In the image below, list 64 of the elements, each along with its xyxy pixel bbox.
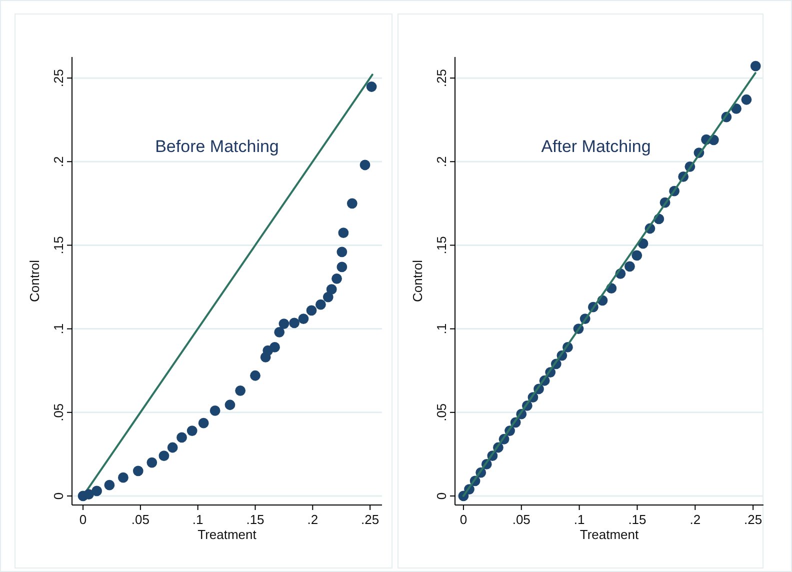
y-tick-label: .2: [51, 156, 66, 168]
x-tick-label: 0: [460, 512, 468, 527]
text: After Matching: [541, 137, 651, 156]
point: [360, 160, 370, 170]
point: [210, 406, 220, 416]
point: [92, 486, 102, 496]
y-tick-label: .15: [434, 236, 449, 254]
point: [167, 442, 178, 453]
x-tick-label: .15: [246, 512, 264, 527]
point: [118, 472, 128, 483]
x-tick-label: 0: [79, 512, 87, 527]
y-tick-label: .15: [51, 236, 66, 254]
point: [338, 228, 349, 238]
point: [298, 314, 309, 324]
x-tick-label: .25: [744, 512, 762, 527]
y-tick-label: .25: [434, 69, 449, 88]
point: [632, 250, 642, 261]
y-axis-title: Control: [410, 260, 425, 302]
point: [624, 261, 635, 272]
point: [326, 284, 337, 295]
point: [158, 450, 170, 462]
point: [366, 82, 377, 92]
point: [270, 342, 280, 352]
point: [198, 418, 209, 428]
point: [306, 305, 317, 316]
x-tick-label: .15: [628, 512, 646, 527]
point: [315, 299, 326, 310]
point: [146, 457, 158, 468]
point: [186, 426, 198, 436]
point: [84, 489, 94, 500]
point: [274, 326, 285, 338]
x-axis-title: Treatment: [198, 527, 257, 542]
x-tick-label: .05: [131, 512, 150, 527]
x-axis-title: Treatment: [580, 527, 640, 542]
point: [278, 318, 290, 329]
y-tick-label: .2: [434, 156, 449, 168]
point: [336, 262, 348, 272]
y-tick-label: .1: [51, 323, 66, 334]
x-tick-label: .2: [307, 512, 318, 527]
y-tick-label: .1: [434, 323, 449, 334]
point: [224, 400, 236, 410]
y-axis-title: Control: [27, 260, 42, 302]
x-tick-label: .1: [192, 512, 204, 527]
y-tick-label: .05: [51, 403, 66, 422]
x-tick-label: .05: [512, 512, 530, 527]
point: [346, 198, 358, 209]
y-tick-label: .25: [51, 69, 66, 88]
point: [176, 432, 187, 443]
y-tick-label: 0: [434, 492, 449, 500]
point: [250, 370, 260, 381]
point: [741, 94, 752, 105]
y-tick-label: 0: [51, 492, 66, 500]
point: [332, 273, 342, 284]
y-tick-label: .05: [434, 403, 449, 422]
point: [235, 385, 246, 396]
x-tick-label: .1: [574, 512, 585, 527]
point: [750, 60, 761, 72]
point: [104, 480, 115, 490]
point: [289, 318, 300, 328]
x-tick-label: .2: [690, 512, 701, 527]
text: Before Matching: [155, 137, 279, 156]
point: [132, 466, 144, 476]
x-tick-label: .25: [361, 512, 380, 527]
point: [336, 246, 348, 258]
